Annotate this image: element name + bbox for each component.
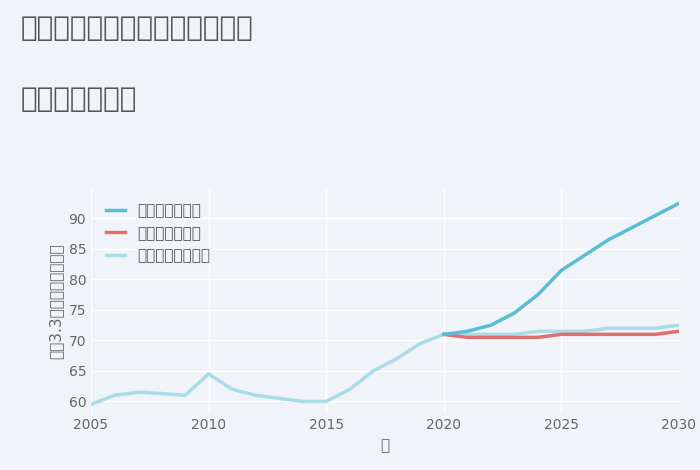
バッドシナリオ (463, 335, 472, 340)
バッドシナリオ (581, 331, 589, 337)
グッドシナリオ (651, 212, 659, 218)
Text: 愛知県名古屋市熱田区須賀町の: 愛知県名古屋市熱田区須賀町の (21, 14, 253, 42)
ノーマルシナリオ (651, 325, 659, 331)
グッドシナリオ (486, 322, 495, 328)
バッドシナリオ (533, 335, 542, 340)
バッドシナリオ (510, 335, 519, 340)
バッドシナリオ (604, 331, 612, 337)
グッドシナリオ (510, 310, 519, 316)
バッドシナリオ (440, 331, 448, 337)
ノーマルシナリオ (463, 331, 472, 337)
グッドシナリオ (533, 292, 542, 298)
ノーマルシナリオ (510, 331, 519, 337)
ノーマルシナリオ (604, 325, 612, 331)
X-axis label: 年: 年 (380, 438, 390, 453)
バッドシナリオ (486, 335, 495, 340)
バッドシナリオ (651, 331, 659, 337)
グッドシナリオ (440, 331, 448, 337)
グッドシナリオ (604, 237, 612, 243)
グッドシナリオ (557, 267, 566, 273)
ノーマルシナリオ (557, 329, 566, 334)
グッドシナリオ (628, 225, 636, 230)
グッドシナリオ (675, 200, 683, 206)
ノーマルシナリオ (486, 331, 495, 337)
Text: 土地の価格推移: 土地の価格推移 (21, 85, 137, 113)
Legend: グッドシナリオ, バッドシナリオ, ノーマルシナリオ: グッドシナリオ, バッドシナリオ, ノーマルシナリオ (99, 196, 218, 271)
グッドシナリオ (463, 329, 472, 334)
ノーマルシナリオ (581, 329, 589, 334)
ノーマルシナリオ (675, 322, 683, 328)
ノーマルシナリオ (628, 325, 636, 331)
Line: グッドシナリオ: グッドシナリオ (444, 203, 679, 334)
バッドシナリオ (557, 331, 566, 337)
Line: ノーマルシナリオ: ノーマルシナリオ (444, 325, 679, 334)
グッドシナリオ (581, 252, 589, 258)
ノーマルシナリオ (533, 329, 542, 334)
Y-axis label: 坪（3.3㎡）単価（万円）: 坪（3.3㎡）単価（万円） (48, 243, 63, 359)
Line: バッドシナリオ: バッドシナリオ (444, 331, 679, 337)
バッドシナリオ (675, 329, 683, 334)
ノーマルシナリオ (440, 331, 448, 337)
バッドシナリオ (628, 331, 636, 337)
